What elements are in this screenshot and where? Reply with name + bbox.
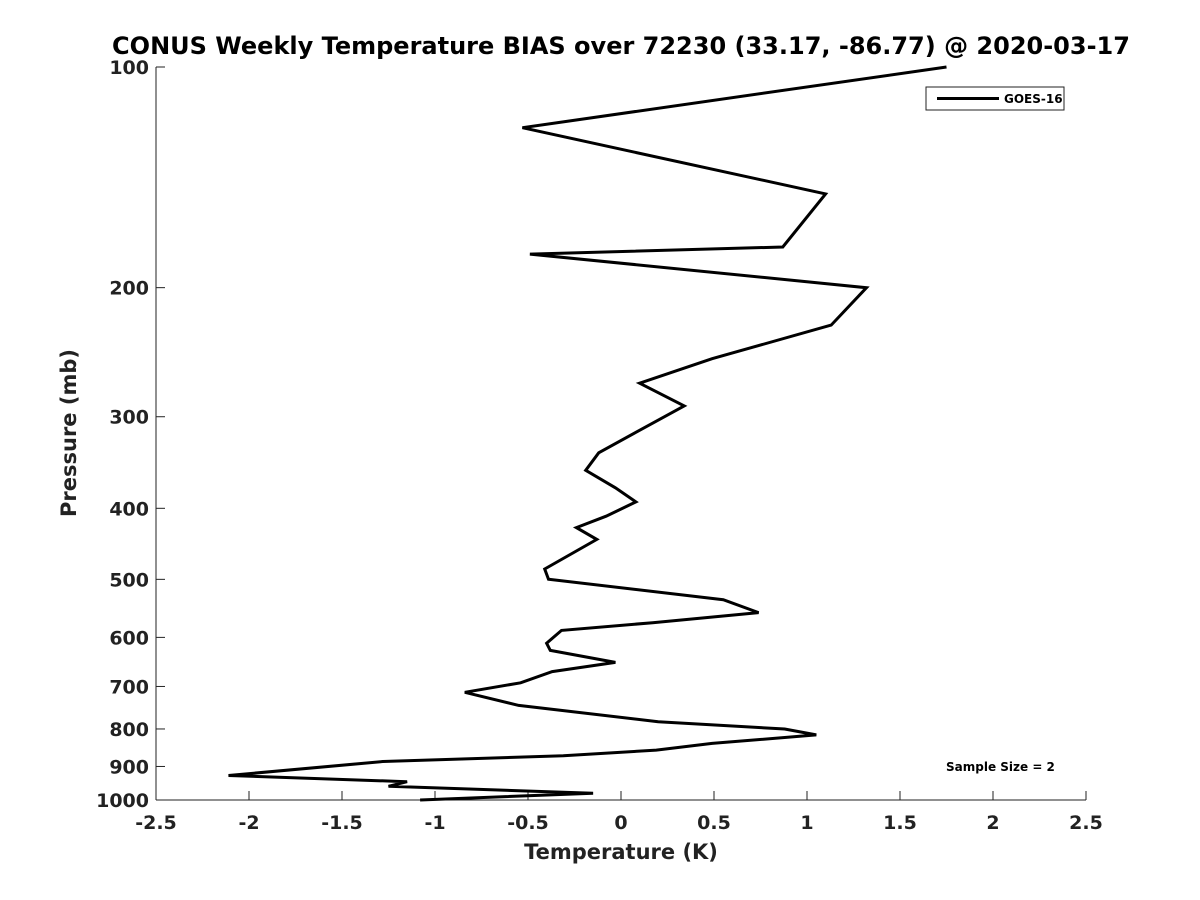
sample-size-annotation: Sample Size = 2: [946, 760, 1055, 774]
y-tick-label: 600: [109, 627, 149, 649]
x-ticks: -2.5 -2 -1.5 -1 -0.5 0 0.5 1 1.5 2 2.5: [135, 791, 1103, 834]
x-axis-label: Temperature (K): [524, 840, 718, 864]
x-tick-label: -0.5: [507, 812, 549, 834]
x-tick-label: 2: [986, 812, 999, 834]
chart-title: CONUS Weekly Temperature BIAS over 72230…: [112, 32, 1130, 60]
x-tick-label: -2.5: [135, 812, 177, 834]
y-tick-label: 200: [109, 278, 149, 300]
y-tick-label: 1000: [96, 790, 149, 812]
x-tick-label: -2: [238, 812, 259, 834]
y-tick-label: 900: [109, 756, 149, 778]
y-tick-label: 700: [109, 676, 149, 698]
axes: [155, 67, 1086, 801]
legend: GOES-16: [925, 86, 1065, 111]
legend-label: GOES-16: [1004, 92, 1063, 106]
x-tick-label: -1: [424, 812, 445, 834]
x-tick-label: 1: [800, 812, 813, 834]
y-tick-label: 100: [109, 57, 149, 79]
y-axis-label: Pressure (mb): [57, 349, 81, 517]
y-tick-label: 300: [109, 407, 149, 429]
y-tick-label: 500: [109, 569, 149, 591]
x-tick-label: 1.5: [883, 812, 917, 834]
x-tick-label: 2.5: [1069, 812, 1103, 834]
x-tick-label: 0.5: [697, 812, 731, 834]
y-ticks: 100 200 300 400 500 600 700 800 900 1000: [96, 57, 165, 812]
series-line-goes-16: [228, 65, 947, 802]
x-tick-label: 0: [614, 812, 627, 834]
x-tick-label: -1.5: [321, 812, 363, 834]
y-tick-label: 800: [109, 719, 149, 741]
y-tick-label: 400: [109, 498, 149, 520]
